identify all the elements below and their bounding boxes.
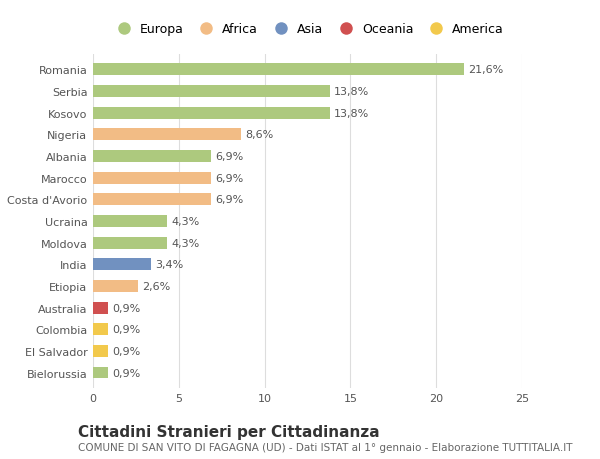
Bar <box>93 86 330 98</box>
Bar <box>93 64 464 76</box>
Text: 6,9%: 6,9% <box>215 195 244 205</box>
Bar <box>93 172 211 184</box>
Text: 6,9%: 6,9% <box>215 151 244 162</box>
Text: 8,6%: 8,6% <box>245 130 273 140</box>
Bar <box>93 237 167 249</box>
Bar <box>93 151 211 162</box>
Text: 0,9%: 0,9% <box>113 368 141 378</box>
Bar <box>93 259 151 271</box>
Bar <box>93 107 330 119</box>
Bar <box>93 324 109 336</box>
Text: 3,4%: 3,4% <box>155 260 184 270</box>
Bar <box>93 367 109 379</box>
Text: Cittadini Stranieri per Cittadinanza: Cittadini Stranieri per Cittadinanza <box>78 425 380 440</box>
Text: 13,8%: 13,8% <box>334 87 370 97</box>
Text: 0,9%: 0,9% <box>113 346 141 356</box>
Text: COMUNE DI SAN VITO DI FAGAGNA (UD) - Dati ISTAT al 1° gennaio - Elaborazione TUT: COMUNE DI SAN VITO DI FAGAGNA (UD) - Dat… <box>78 442 572 452</box>
Text: 0,9%: 0,9% <box>113 303 141 313</box>
Text: 4,3%: 4,3% <box>171 238 199 248</box>
Bar <box>93 302 109 314</box>
Bar <box>93 345 109 357</box>
Legend: Europa, Africa, Asia, Oceania, America: Europa, Africa, Asia, Oceania, America <box>106 18 509 41</box>
Bar <box>93 280 137 292</box>
Bar <box>93 216 167 227</box>
Text: 21,6%: 21,6% <box>468 65 503 75</box>
Text: 4,3%: 4,3% <box>171 217 199 226</box>
Text: 2,6%: 2,6% <box>142 281 170 291</box>
Bar <box>93 194 211 206</box>
Text: 0,9%: 0,9% <box>113 325 141 335</box>
Text: 6,9%: 6,9% <box>215 173 244 183</box>
Bar <box>93 129 241 141</box>
Text: 13,8%: 13,8% <box>334 108 370 118</box>
